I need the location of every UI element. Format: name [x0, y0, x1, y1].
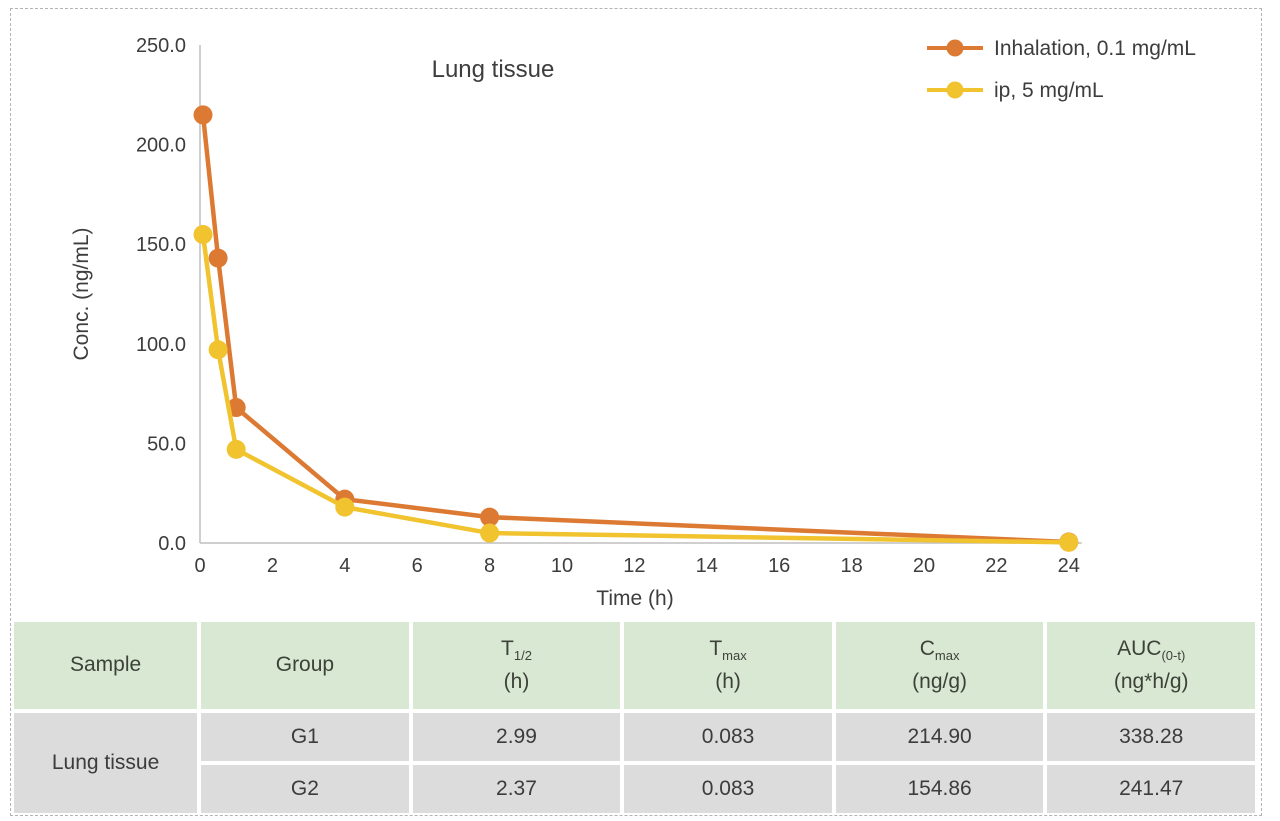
y-tick-label: 0.0: [158, 533, 186, 555]
y-tick-label: 200.0: [136, 135, 186, 157]
auc-cell: 241.47: [1047, 765, 1255, 813]
pk-parameter-table: Sample Group T1/2 (h) Tmax (h) Cmax (ng/…: [10, 618, 1259, 817]
x-tick-label: 22: [985, 555, 1007, 577]
x-tick-label: 20: [913, 555, 935, 577]
series-marker-1: [226, 439, 246, 459]
group-cell: G2: [201, 765, 409, 813]
x-tick-label: 16: [768, 555, 790, 577]
header-subscript: 1/2: [513, 648, 532, 664]
x-tick-label: 12: [623, 555, 645, 577]
header-subscript: max: [722, 648, 747, 664]
x-tick-label: 2: [267, 555, 278, 577]
series-marker-1: [208, 340, 228, 360]
table-row: G2 2.37 0.083 154.86 241.47: [14, 765, 1255, 813]
legend-marker-1: [946, 81, 964, 99]
series-marker-1: [335, 497, 355, 517]
x-tick-label: 0: [194, 555, 205, 577]
y-tick-label: 150.0: [136, 234, 186, 256]
legend-marker-0: [946, 39, 964, 57]
x-tick-label: 14: [696, 555, 718, 577]
x-tick-label: 4: [339, 555, 350, 577]
y-tick-label: 100.0: [136, 334, 186, 356]
series-marker-0: [193, 105, 213, 125]
header-label: T: [501, 636, 514, 660]
y-tick-label: 50.0: [147, 433, 186, 455]
header-label: T: [709, 636, 723, 660]
thalf-cell: 2.99: [412, 713, 621, 761]
header-label: Group: [275, 653, 335, 677]
col-header-auc: AUC(0-t) (ng*h/g): [1047, 622, 1255, 709]
table-row: Lung tissue G1 2.99 0.083 214.90 338.28: [14, 713, 1255, 813]
header-unit: (ng/g): [912, 669, 968, 693]
cmax-cell: 214.90: [835, 713, 1044, 761]
x-tick-label: 24: [1058, 555, 1080, 577]
x-tick-label: 8: [484, 555, 495, 577]
series-line-0: [200, 114, 1069, 545]
tmax-cell: 0.083: [624, 713, 832, 761]
x-tick-label: 10: [551, 555, 573, 577]
series-line-1: [200, 234, 1069, 545]
table-header-row: Sample Group T1/2 (h) Tmax (h) Cmax (ng/…: [14, 622, 1255, 709]
legend-label-1: ip, 5 mg/mL: [994, 79, 1104, 102]
y-axis-title: Conc. (ng/mL): [70, 227, 93, 360]
header-subscript: max: [934, 648, 960, 664]
x-tick-label: 18: [840, 555, 862, 577]
tmax-cell: 0.083: [624, 765, 832, 813]
series-marker-0: [480, 507, 500, 527]
cmax-cell: 154.86: [835, 765, 1044, 813]
header-unit: (h): [715, 669, 741, 693]
auc-cell: 338.28: [1047, 713, 1255, 761]
series-marker-0: [208, 248, 228, 268]
y-tick-label: 250.0: [136, 35, 186, 57]
header-unit: (ng*h/g): [1113, 669, 1189, 693]
col-header-thalf: T1/2 (h): [412, 622, 621, 709]
col-header-cmax: Cmax (ng/g): [835, 622, 1044, 709]
x-axis-title: Time (h): [596, 587, 673, 610]
legend-label-0: Inhalation, 0.1 mg/mL: [994, 37, 1196, 60]
header-label: Sample: [69, 653, 142, 677]
x-tick-label: 6: [412, 555, 423, 577]
thalf-cell: 2.37: [412, 765, 621, 813]
series-marker-1: [480, 523, 500, 543]
series-marker-1: [1059, 532, 1079, 552]
header-label: AUC: [1117, 636, 1162, 660]
header-label: C: [919, 636, 935, 660]
chart-title: Lung tissue: [432, 56, 555, 83]
group-cell: G1: [201, 713, 409, 761]
sample-cell: Lung tissue: [14, 713, 198, 813]
series-marker-1: [193, 225, 213, 245]
header-subscript: (0-t): [1161, 648, 1186, 664]
col-header-group: Group: [201, 622, 409, 709]
col-header-tmax: Tmax (h): [624, 622, 832, 709]
col-header-sample: Sample: [14, 622, 198, 709]
header-unit: (h): [503, 669, 530, 693]
